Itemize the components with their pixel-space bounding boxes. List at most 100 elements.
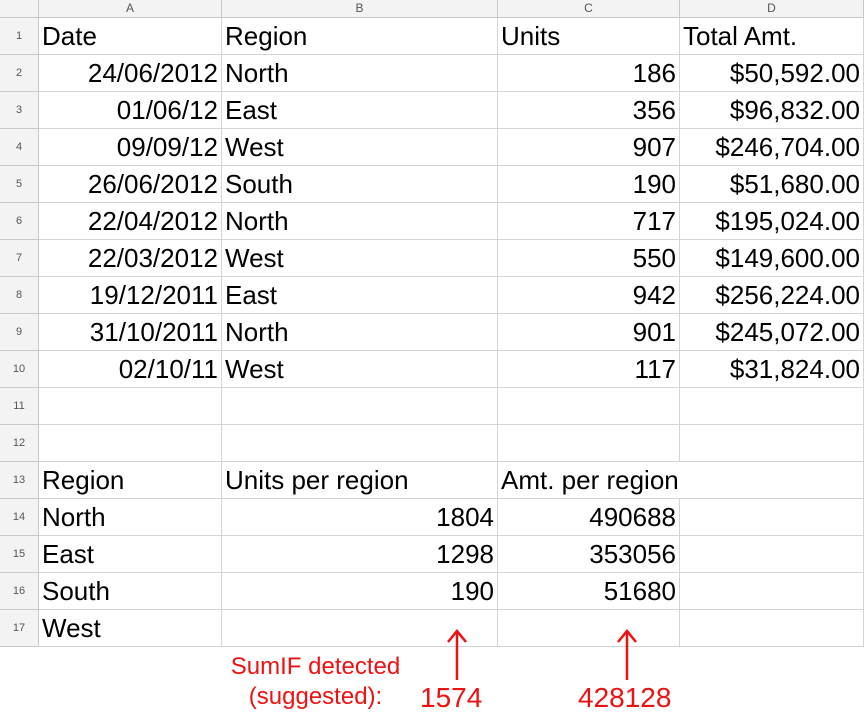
cell-c12[interactable] — [498, 425, 680, 462]
cell-c11[interactable] — [498, 388, 680, 425]
annotation-line-2: (suggested): — [248, 683, 383, 710]
annotation-line-1: SumIF detected — [230, 653, 401, 680]
cell-d1[interactable]: Total Amt. — [680, 18, 864, 55]
column-header-c[interactable]: C — [498, 0, 680, 17]
row-header-10[interactable]: 10 — [0, 351, 39, 388]
cell-d4[interactable]: $246,704.00 — [680, 129, 864, 166]
cell-a17[interactable]: West — [39, 610, 222, 647]
cell-b2[interactable]: North — [222, 55, 498, 92]
cell-a8[interactable]: 19/12/2011 — [39, 277, 222, 314]
cell-a10[interactable]: 02/10/11 — [39, 351, 222, 388]
cell-a7[interactable]: 22/03/2012 — [39, 240, 222, 277]
row-header-3[interactable]: 3 — [0, 92, 39, 129]
column-header-a[interactable]: A — [39, 0, 222, 17]
cell-b11[interactable] — [222, 388, 498, 425]
cell-c13[interactable]: Amt. per region — [498, 462, 680, 499]
sumif-annotation-label: SumIF detected (suggested): — [218, 652, 413, 712]
table-row: 02/10/11 West 117 $31,824.00 — [39, 351, 864, 388]
row-header-1[interactable]: 1 — [0, 18, 39, 55]
table-row — [39, 425, 864, 462]
cell-b15[interactable]: 1298 — [222, 536, 498, 573]
cell-c1[interactable]: Units — [498, 18, 680, 55]
cell-a9[interactable]: 31/10/2011 — [39, 314, 222, 351]
row-header-13[interactable]: 13 — [0, 462, 39, 499]
suggested-amount-value: 428128 — [578, 682, 672, 713]
row-header-4[interactable]: 4 — [0, 129, 39, 166]
cell-d12[interactable] — [680, 425, 864, 462]
cell-a5[interactable]: 26/06/2012 — [39, 166, 222, 203]
cell-d13[interactable] — [680, 462, 864, 499]
cell-d9[interactable]: $245,072.00 — [680, 314, 864, 351]
cell-a4[interactable]: 09/09/12 — [39, 129, 222, 166]
row-header-7[interactable]: 7 — [0, 240, 39, 277]
cell-b12[interactable] — [222, 425, 498, 462]
cell-d14[interactable] — [680, 499, 864, 536]
cell-c7[interactable]: 550 — [498, 240, 680, 277]
cell-c9[interactable]: 901 — [498, 314, 680, 351]
cell-a11[interactable] — [39, 388, 222, 425]
cell-b14[interactable]: 1804 — [222, 499, 498, 536]
cell-c8[interactable]: 942 — [498, 277, 680, 314]
column-header-d[interactable]: D — [680, 0, 864, 17]
cell-a2[interactable]: 24/06/2012 — [39, 55, 222, 92]
cell-a15[interactable]: East — [39, 536, 222, 573]
cell-b1[interactable]: Region — [222, 18, 498, 55]
row-header-11[interactable]: 11 — [0, 388, 39, 425]
cell-c15[interactable]: 353056 — [498, 536, 680, 573]
cell-c5[interactable]: 190 — [498, 166, 680, 203]
cell-a1[interactable]: Date — [39, 18, 222, 55]
row-header-8[interactable]: 8 — [0, 277, 39, 314]
cell-d5[interactable]: $51,680.00 — [680, 166, 864, 203]
cell-c6[interactable]: 717 — [498, 203, 680, 240]
cell-b3[interactable]: East — [222, 92, 498, 129]
cell-c16[interactable]: 51680 — [498, 573, 680, 610]
cell-b9[interactable]: North — [222, 314, 498, 351]
cell-b4[interactable]: West — [222, 129, 498, 166]
cell-d3[interactable]: $96,832.00 — [680, 92, 864, 129]
row-header-14[interactable]: 14 — [0, 499, 39, 536]
cell-b5[interactable]: South — [222, 166, 498, 203]
row-header-17[interactable]: 17 — [0, 610, 39, 647]
cell-c14[interactable]: 490688 — [498, 499, 680, 536]
cell-a16[interactable]: South — [39, 573, 222, 610]
cell-b13[interactable]: Units per region — [222, 462, 498, 499]
cell-d15[interactable] — [680, 536, 864, 573]
cell-d7[interactable]: $149,600.00 — [680, 240, 864, 277]
cell-a6[interactable]: 22/04/2012 — [39, 203, 222, 240]
cell-d16[interactable] — [680, 573, 864, 610]
row-header-6[interactable]: 6 — [0, 203, 39, 240]
cell-c3[interactable]: 356 — [498, 92, 680, 129]
cell-d17[interactable] — [680, 610, 864, 647]
cell-a3[interactable]: 01/06/12 — [39, 92, 222, 129]
cell-b10[interactable]: West — [222, 351, 498, 388]
row-header-16[interactable]: 16 — [0, 573, 39, 610]
select-all-corner[interactable] — [0, 0, 39, 17]
row-header-15[interactable]: 15 — [0, 536, 39, 573]
cell-a12[interactable] — [39, 425, 222, 462]
column-header-b[interactable]: B — [222, 0, 498, 17]
cell-d2[interactable]: $50,592.00 — [680, 55, 864, 92]
cell-d10[interactable]: $31,824.00 — [680, 351, 864, 388]
row-header-12[interactable]: 12 — [0, 425, 39, 462]
cell-b6[interactable]: North — [222, 203, 498, 240]
table-row: 22/03/2012 West 550 $149,600.00 — [39, 240, 864, 277]
cell-c10[interactable]: 117 — [498, 351, 680, 388]
cell-b16[interactable]: 190 — [222, 573, 498, 610]
cell-c4[interactable]: 907 — [498, 129, 680, 166]
cell-a14[interactable]: North — [39, 499, 222, 536]
cell-d11[interactable] — [680, 388, 864, 425]
cell-c2[interactable]: 186 — [498, 55, 680, 92]
table-row: 31/10/2011 North 901 $245,072.00 — [39, 314, 864, 351]
cell-b8[interactable]: East — [222, 277, 498, 314]
row-header-2[interactable]: 2 — [0, 55, 39, 92]
cell-c17[interactable] — [498, 610, 680, 647]
row-header-5[interactable]: 5 — [0, 166, 39, 203]
cell-d6[interactable]: $195,024.00 — [680, 203, 864, 240]
table-row: 19/12/2011 East 942 $256,224.00 — [39, 277, 864, 314]
row-header-9[interactable]: 9 — [0, 314, 39, 351]
cell-a13[interactable]: Region — [39, 462, 222, 499]
cell-d8[interactable]: $256,224.00 — [680, 277, 864, 314]
cell-b17[interactable] — [222, 610, 498, 647]
table-row: 26/06/2012 South 190 $51,680.00 — [39, 166, 864, 203]
cell-b7[interactable]: West — [222, 240, 498, 277]
